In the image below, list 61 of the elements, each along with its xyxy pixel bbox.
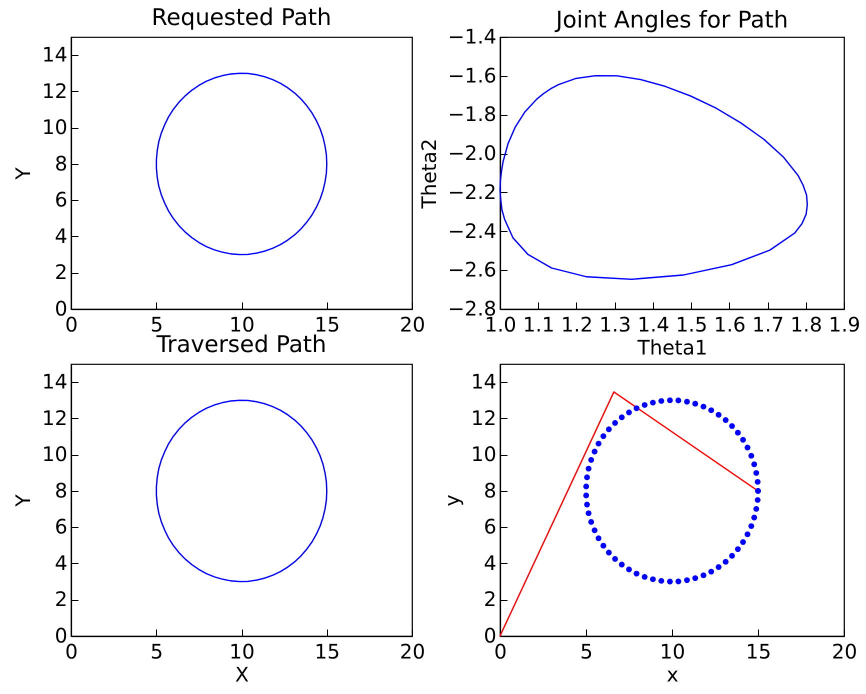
y-tick-label: 10 — [42, 115, 68, 140]
x-tick-label: 1.4 — [637, 312, 670, 336]
y-tick-label: −1.6 — [448, 63, 496, 88]
x-tick-label: 1.3 — [599, 312, 632, 336]
y-tick-label: 8 — [54, 478, 68, 502]
chart-title: Joint Angles for Path — [554, 7, 788, 34]
x-tick-label: 1.1 — [522, 312, 555, 336]
y-tick-label: 2 — [54, 260, 68, 284]
y-axis-title: Y — [11, 166, 36, 181]
x-tick-label: 5 — [150, 640, 164, 664]
y-tick-label: 8 — [484, 478, 496, 502]
y-tick-label: 8 — [54, 151, 68, 176]
y-axis-title: Theta2 — [416, 138, 441, 210]
y-tick-label: 10 — [42, 442, 68, 466]
x-tick-label: 1.5 — [676, 312, 708, 336]
x-tick-label: 1.7 — [752, 312, 784, 336]
y-axis-title: y — [440, 494, 464, 506]
y-tick-label: 4 — [54, 550, 68, 575]
line-series — [499, 74, 808, 280]
y-axis-title: Y — [11, 494, 36, 508]
chart-title: Requested Path — [151, 5, 332, 31]
x-axis-title: Theta1 — [636, 336, 708, 360]
y-tick-label: 4 — [484, 550, 496, 575]
x-tick-label: 5 — [580, 640, 593, 664]
x-tick-label: 20 — [400, 640, 426, 664]
y-tick-label: 14 — [471, 370, 496, 394]
y-tick-label: −2.6 — [448, 258, 496, 282]
x-tick-label: 1.8 — [790, 312, 822, 336]
y-tick-label: 6 — [54, 188, 68, 212]
y-tick-label: 10 — [471, 442, 496, 466]
y-tick-label: 0 — [54, 296, 68, 320]
y-tick-label: −2.2 — [448, 180, 496, 204]
x-tick-label: 1.6 — [714, 312, 746, 336]
y-tick-label: −2.0 — [448, 141, 496, 166]
y-tick-label: 0 — [484, 624, 496, 648]
y-tick-label: 12 — [42, 78, 68, 103]
y-tick-label: −1.8 — [448, 102, 496, 126]
y-tick-label: 6 — [54, 514, 68, 539]
y-tick-label: 2 — [54, 587, 68, 612]
x-tick-label: 20 — [832, 640, 858, 664]
y-tick-label: 12 — [42, 406, 68, 430]
y-tick-label: 6 — [484, 514, 496, 539]
y-tick-label: −1.4 — [448, 24, 496, 48]
y-tick-label: 0 — [54, 624, 68, 648]
y-tick-label: 12 — [471, 406, 496, 430]
x-tick-label: 15 — [746, 640, 772, 664]
x-tick-label: 10 — [229, 640, 255, 664]
x-axis-title: X — [235, 662, 250, 686]
y-tick-label: −2.4 — [448, 218, 496, 243]
y-tick-label: 2 — [484, 587, 496, 612]
line-series — [156, 400, 328, 582]
x-tick-label: 1.2 — [561, 312, 593, 336]
x-tick-label: 15 — [314, 640, 340, 664]
x-axis-title: x — [666, 662, 679, 686]
x-tick-label: 20 — [400, 312, 426, 336]
x-tick-label: 10 — [660, 640, 686, 664]
line-series — [156, 72, 328, 256]
y-tick-label: 14 — [42, 42, 68, 67]
x-tick-label: 1.9 — [828, 312, 860, 336]
y-tick-label: 14 — [42, 370, 68, 394]
y-tick-label: 4 — [54, 224, 68, 248]
